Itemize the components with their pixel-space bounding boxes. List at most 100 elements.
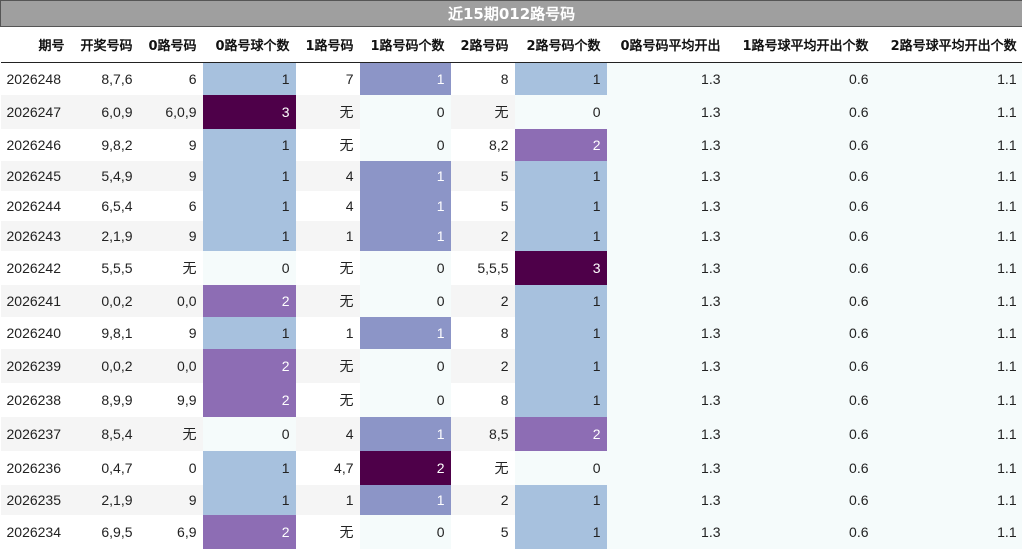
cell-route1-numbers: 无 <box>295 514 360 549</box>
cell-route2-count: 1 <box>514 316 607 349</box>
cell-draw-numbers: 9,8,1 <box>70 316 139 349</box>
cell-route0-count: 2 <box>202 348 296 383</box>
cell-route2-count: 1 <box>514 160 607 191</box>
cell-draw-numbers: 8,9,9 <box>70 382 139 417</box>
cell-route1-numbers: 4,7 <box>295 450 360 485</box>
cell-route1-avg: 0.6 <box>726 514 875 549</box>
cell-route0-numbers: 0,0 <box>138 284 203 317</box>
column-header-route2-numbers: 2路号码 <box>450 26 515 63</box>
column-header-route0-avg: 0路号码平均开出 <box>606 26 727 63</box>
cell-route0-count: 1 <box>202 450 296 485</box>
cell-route1-avg: 0.6 <box>726 160 875 191</box>
cell-period: 2026246 <box>0 128 71 161</box>
cell-route0-numbers: 0,0 <box>138 348 203 383</box>
cell-route1-avg: 0.6 <box>726 128 875 161</box>
cell-route0-numbers: 无 <box>138 416 203 451</box>
table-row: 2026244 6,5,4 6 1 4 1 5 1 1.3 0.6 1.1 <box>0 190 1022 221</box>
cell-period: 2026234 <box>0 514 71 549</box>
cell-route2-avg: 1.1 <box>874 62 1022 95</box>
cell-route1-avg: 0.6 <box>726 190 875 221</box>
cell-route0-count: 1 <box>202 190 296 221</box>
cell-route2-numbers: 2 <box>450 284 515 317</box>
cell-period: 2026240 <box>0 316 71 349</box>
cell-route1-avg: 0.6 <box>726 450 875 485</box>
cell-route0-count: 1 <box>202 316 296 349</box>
cell-route1-count: 1 <box>359 190 451 221</box>
cell-route0-numbers: 0 <box>138 450 203 485</box>
column-header-route1-count: 1路号码个数 <box>359 26 451 63</box>
table-row: 2026243 2,1,9 9 1 1 1 2 1 1.3 0.6 1.1 <box>0 220 1022 251</box>
cell-route0-numbers: 无 <box>138 250 203 285</box>
cell-route1-numbers: 1 <box>295 220 360 251</box>
cell-period: 2026247 <box>0 94 71 129</box>
cell-route1-numbers: 1 <box>295 316 360 349</box>
cell-route0-count: 1 <box>202 62 296 95</box>
table-body: 2026248 8,7,6 6 1 7 1 8 1 1.3 0.6 1.1 2026247 6,0,9 6… <box>0 62 1022 549</box>
column-header-route0-count: 0路号球个数 <box>202 26 296 63</box>
cell-route2-numbers: 8 <box>450 62 515 95</box>
cell-draw-numbers: 2,1,9 <box>70 484 139 515</box>
cell-route2-avg: 1.1 <box>874 220 1022 251</box>
cell-draw-numbers: 6,9,5 <box>70 514 139 549</box>
cell-route2-count: 2 <box>514 128 607 161</box>
cell-route1-count: 0 <box>359 284 451 317</box>
cell-period: 2026245 <box>0 160 71 191</box>
cell-route1-count: 0 <box>359 348 451 383</box>
cell-route2-count: 0 <box>514 94 607 129</box>
column-header-route1-avg: 1路号球平均开出个数 <box>726 26 875 63</box>
cell-route1-numbers: 无 <box>295 94 360 129</box>
cell-period: 2026248 <box>0 62 71 95</box>
cell-route2-numbers: 8 <box>450 382 515 417</box>
cell-route0-avg: 1.3 <box>606 62 727 95</box>
cell-route0-numbers: 6,0,9 <box>138 94 203 129</box>
cell-route2-numbers: 无 <box>450 450 515 485</box>
cell-route0-count: 2 <box>202 514 296 549</box>
cell-route2-numbers: 5,5,5 <box>450 250 515 285</box>
cell-draw-numbers: 5,4,9 <box>70 160 139 191</box>
column-header-route0-numbers: 0路号码 <box>138 26 203 63</box>
cell-route2-avg: 1.1 <box>874 160 1022 191</box>
cell-period: 2026237 <box>0 416 71 451</box>
cell-route1-count: 0 <box>359 128 451 161</box>
cell-route0-numbers: 9,9 <box>138 382 203 417</box>
table-row: 2026238 8,9,9 9,9 2 无 0 8 1 1.3 0.6 1.1 <box>0 382 1022 417</box>
cell-route2-count: 1 <box>514 62 607 95</box>
cell-route2-count: 3 <box>514 250 607 285</box>
cell-route2-numbers: 5 <box>450 160 515 191</box>
cell-route1-numbers: 4 <box>295 160 360 191</box>
table-row: 2026245 5,4,9 9 1 4 1 5 1 1.3 0.6 1.1 <box>0 160 1022 191</box>
cell-route1-avg: 0.6 <box>726 62 875 95</box>
cell-draw-numbers: 8,7,6 <box>70 62 139 95</box>
cell-route2-avg: 1.1 <box>874 316 1022 349</box>
cell-route2-numbers: 5 <box>450 190 515 221</box>
cell-period: 2026242 <box>0 250 71 285</box>
cell-route0-numbers: 9 <box>138 160 203 191</box>
cell-route2-count: 1 <box>514 514 607 549</box>
cell-route0-count: 0 <box>202 250 296 285</box>
cell-route2-numbers: 8,2 <box>450 128 515 161</box>
cell-draw-numbers: 0,4,7 <box>70 450 139 485</box>
cell-route1-numbers: 1 <box>295 484 360 515</box>
column-header-route2-count: 2路号码个数 <box>514 26 607 63</box>
cell-route1-count: 0 <box>359 382 451 417</box>
cell-route0-count: 1 <box>202 484 296 515</box>
cell-draw-numbers: 6,0,9 <box>70 94 139 129</box>
cell-route2-avg: 1.1 <box>874 190 1022 221</box>
cell-route1-avg: 0.6 <box>726 348 875 383</box>
cell-route2-avg: 1.1 <box>874 382 1022 417</box>
cell-route0-numbers: 9 <box>138 220 203 251</box>
cell-route1-count: 1 <box>359 484 451 515</box>
cell-route2-count: 1 <box>514 284 607 317</box>
column-header-period: 期号 <box>0 26 71 63</box>
table-row: 2026234 6,9,5 6,9 2 无 0 5 1 1.3 0.6 1.1 <box>0 514 1022 549</box>
column-header-route1-numbers: 1路号码 <box>295 26 360 63</box>
cell-route1-avg: 0.6 <box>726 220 875 251</box>
cell-route1-count: 0 <box>359 250 451 285</box>
cell-route0-avg: 1.3 <box>606 220 727 251</box>
cell-route1-avg: 0.6 <box>726 94 875 129</box>
table-row: 2026246 9,8,2 9 1 无 0 8,2 2 1.3 0.6 1.1 <box>0 128 1022 161</box>
table-row: 2026239 0,0,2 0,0 2 无 0 2 1 1.3 0.6 1.1 <box>0 348 1022 383</box>
cell-route0-count: 1 <box>202 128 296 161</box>
cell-route0-count: 2 <box>202 284 296 317</box>
